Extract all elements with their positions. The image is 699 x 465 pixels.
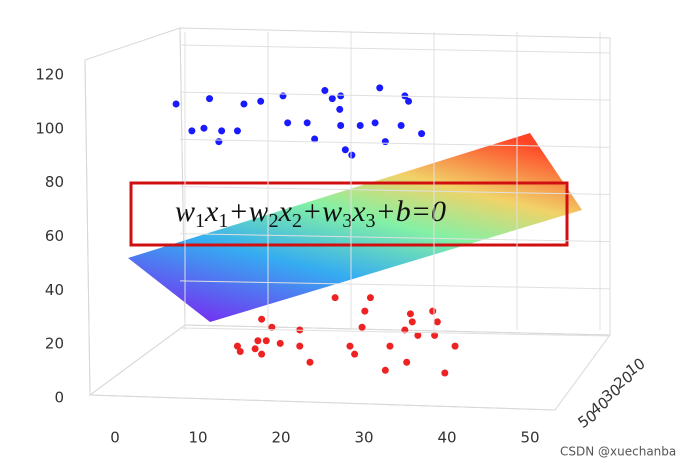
point <box>336 105 344 113</box>
point <box>346 342 354 350</box>
point <box>361 307 369 315</box>
point <box>236 347 244 355</box>
point <box>337 92 345 100</box>
point <box>348 151 356 159</box>
grid-line <box>179 186 611 195</box>
z-tick-label: 40 <box>45 281 64 299</box>
point <box>366 294 374 302</box>
point <box>200 124 208 132</box>
equation-part: x <box>204 195 219 228</box>
z-tick-label: 120 <box>35 66 64 84</box>
point <box>321 87 329 95</box>
x-tick-label: 10 <box>188 429 207 447</box>
point <box>408 318 416 326</box>
point <box>376 84 384 92</box>
point <box>258 315 266 323</box>
point <box>381 138 389 146</box>
point <box>215 138 223 146</box>
grid-line <box>179 280 611 290</box>
point <box>268 323 276 331</box>
point <box>258 350 266 358</box>
equation-part: +w <box>228 195 268 228</box>
point <box>397 122 405 130</box>
point <box>414 331 422 339</box>
point <box>451 342 459 350</box>
point <box>311 135 319 143</box>
point <box>371 119 379 127</box>
subscript: 1 <box>195 210 205 232</box>
point <box>356 122 364 130</box>
subscript: 3 <box>366 210 376 232</box>
point <box>262 337 270 345</box>
point <box>303 119 311 127</box>
z-tick-label: 60 <box>45 227 64 245</box>
point <box>296 342 304 350</box>
point <box>406 310 414 318</box>
grid-line <box>179 138 611 148</box>
point <box>433 318 441 326</box>
point <box>284 119 292 127</box>
grid-line <box>179 233 611 243</box>
point <box>331 294 339 302</box>
subscript: 2 <box>269 210 279 232</box>
point <box>441 369 449 377</box>
point <box>337 122 345 130</box>
watermark: CSDN @xuechanba <box>560 445 676 459</box>
point <box>257 97 265 105</box>
point <box>233 342 241 350</box>
z-tick-label: 80 <box>45 173 64 191</box>
x-tick-label: 40 <box>437 429 456 447</box>
point <box>403 358 411 366</box>
point <box>240 100 248 108</box>
grid-line <box>179 91 611 101</box>
point <box>328 95 336 103</box>
equation-part: x <box>351 195 366 228</box>
point <box>341 146 349 154</box>
z-tick-label: 0 <box>54 389 64 407</box>
point <box>206 95 214 103</box>
point <box>172 100 180 108</box>
subscript: 3 <box>342 210 352 232</box>
point <box>279 92 287 100</box>
z-tick-label: 20 <box>45 335 64 353</box>
equation: w1x1+w2x2+w3x3+b=0 <box>175 195 446 232</box>
point <box>431 331 439 339</box>
point <box>429 307 437 315</box>
point <box>188 127 196 135</box>
point <box>386 342 394 350</box>
point <box>218 127 226 135</box>
annotation-box <box>129 181 569 247</box>
equation-part: x <box>278 195 293 228</box>
subscript: 2 <box>292 210 302 232</box>
point <box>251 345 259 353</box>
x-tick-label: 50 <box>520 429 539 447</box>
plane <box>128 133 582 322</box>
point <box>233 127 241 135</box>
subscript: 1 <box>218 210 228 232</box>
x-tick-label: 20 <box>271 429 290 447</box>
point <box>254 337 262 345</box>
z-tick-label: 100 <box>35 119 64 137</box>
point <box>306 358 314 366</box>
grid-line <box>179 327 611 337</box>
x-tick-label: 30 <box>354 429 373 447</box>
point <box>351 350 359 358</box>
point <box>276 339 284 347</box>
point <box>358 323 366 331</box>
equation-part: +b=0 <box>376 195 447 228</box>
grid-line <box>179 44 611 54</box>
point <box>418 130 426 138</box>
points <box>172 84 459 377</box>
point <box>381 366 389 374</box>
x-tick-label: 0 <box>110 429 120 447</box>
point <box>405 97 413 105</box>
equation-part: +w <box>302 195 342 228</box>
axes-box <box>84 27 611 411</box>
